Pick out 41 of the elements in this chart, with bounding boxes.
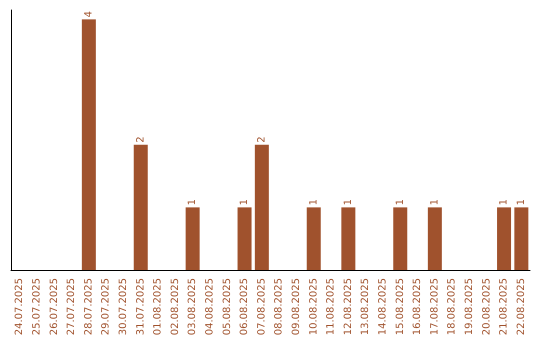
x-tick-label: 04.08.2025 (204, 278, 216, 336)
x-tick-label: 05.08.2025 (222, 278, 233, 336)
x-tick-label: 19.08.2025 (464, 278, 475, 336)
x-tick-label: 22.08.2025 (516, 278, 527, 336)
x-tick-label: 07.08.2025 (256, 278, 268, 336)
data-label: 4 (83, 11, 94, 18)
x-tick-label: 26.07.2025 (48, 278, 60, 336)
x-tick-label: 10.08.2025 (308, 278, 320, 336)
x-tick-label: 11.08.2025 (326, 278, 337, 336)
x-tick-label: 25.07.2025 (31, 278, 42, 336)
data-label: 2 (256, 136, 268, 143)
x-tick-label: 16.08.2025 (412, 278, 424, 336)
x-tick-label: 15.08.2025 (394, 278, 406, 336)
data-label: 1 (394, 198, 406, 206)
data-label: 1 (308, 198, 320, 206)
x-tick-label: 14.08.2025 (377, 278, 388, 336)
x-tick-label: 18.08.2025 (446, 278, 458, 336)
x-tick-label: 20.08.2025 (481, 278, 492, 336)
x-tick-label: 12.08.2025 (342, 278, 354, 336)
x-tick-label: 21.08.2025 (498, 278, 510, 336)
x-tick-label: 17.08.2025 (429, 278, 440, 336)
data-label: 1 (342, 198, 354, 206)
data-label: 1 (187, 198, 198, 206)
x-tick-label: 28.07.2025 (83, 278, 94, 336)
x-tick-label: 08.08.2025 (274, 278, 285, 336)
data-label: 1 (498, 198, 510, 206)
data-label: 1 (429, 198, 440, 206)
x-tick-label: 30.07.2025 (118, 278, 129, 336)
x-tick-label: 27.07.2025 (66, 278, 78, 336)
x-tick-label: 09.08.2025 (290, 278, 302, 336)
data-label: 2 (135, 136, 146, 143)
data-label: 1 (239, 198, 250, 206)
x-tick-label: 01.08.2025 (152, 278, 164, 336)
x-tick-label: 02.08.2025 (170, 278, 181, 336)
x-tick-label: 06.08.2025 (239, 278, 250, 336)
x-tick-label: 31.07.2025 (135, 278, 146, 336)
data-label: 1 (516, 198, 527, 206)
x-tick-label: 29.07.2025 (100, 278, 112, 336)
x-tick-label: 03.08.2025 (187, 278, 198, 336)
x-tick-label: 13.08.2025 (360, 278, 372, 336)
x-tick-label: 24.07.2025 (14, 278, 26, 336)
